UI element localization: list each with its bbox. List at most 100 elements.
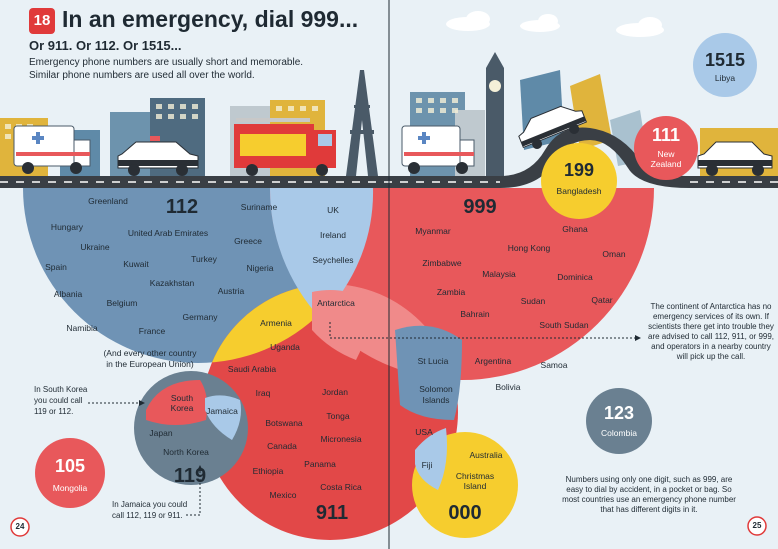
country-label: Micronesia xyxy=(320,434,362,444)
country-label: Mexico xyxy=(269,490,297,500)
overlap-antarctica xyxy=(312,290,368,360)
number-112: 112 xyxy=(165,196,199,218)
country-label: Jordan xyxy=(322,387,348,397)
circle-105 xyxy=(35,438,105,508)
jamaica-note-2: call 112, 119 or 911. xyxy=(112,511,183,520)
country-colombia: Colombia xyxy=(601,428,637,438)
overlap-stlucia xyxy=(395,325,462,420)
country-label: Zimbabwe xyxy=(422,258,462,268)
country-label: Malaysia xyxy=(482,269,516,279)
page-number-right-circle xyxy=(747,516,767,536)
circle-199 xyxy=(541,143,617,219)
country-label: Fiji xyxy=(421,460,433,470)
circle-911-overlap-999 xyxy=(270,284,458,380)
number-1515: 1515 xyxy=(704,50,746,70)
one-digit-note: Numbers using only one digit, such as 99… xyxy=(562,475,736,514)
country-label: Hong Kong xyxy=(507,243,551,253)
country-label: Myanmar xyxy=(415,226,451,236)
country-label: Ireland xyxy=(320,230,346,240)
country-label: Costa Rica xyxy=(320,482,362,492)
number-111: 111 xyxy=(651,125,681,145)
intro-line-2: Similar phone numbers are used all over … xyxy=(29,70,255,81)
country-label: Iraq xyxy=(255,388,271,398)
country-label: Panama xyxy=(304,459,336,469)
country-label: Spain xyxy=(45,262,67,272)
country-label: Korea xyxy=(170,403,194,413)
country-label: Greenland xyxy=(88,196,128,206)
country-label: Namibia xyxy=(66,323,98,333)
country-label: Turkey xyxy=(191,254,217,264)
country-label: USA xyxy=(415,427,433,437)
country-label: Seychelles xyxy=(312,255,354,265)
number-000: 000 xyxy=(448,502,482,524)
circle-1515 xyxy=(693,33,757,97)
road xyxy=(0,127,778,188)
country-label: Germany xyxy=(182,312,218,322)
fire-engine-icon xyxy=(234,118,336,176)
country-label: Ethiopia xyxy=(252,466,284,476)
country-label: Oman xyxy=(602,249,626,259)
country-label: Qatar xyxy=(591,295,613,305)
arrow-jamaica xyxy=(197,465,203,471)
country-label: Jamaica xyxy=(206,406,238,416)
ambulance-icon xyxy=(13,125,91,174)
country-label: Dominica xyxy=(557,272,593,282)
korea-note-3: 119 or 112. xyxy=(34,407,74,416)
big-ben-icon xyxy=(486,52,504,176)
page-badge: 18 xyxy=(29,8,55,34)
country-label: Uganda xyxy=(270,342,300,352)
circle-111 xyxy=(634,116,698,180)
country-new-zealand-2: Zealand xyxy=(650,159,682,169)
country-label: Armenia xyxy=(260,318,292,328)
country-label: Suriname xyxy=(240,202,278,212)
country-libya: Libya xyxy=(714,73,736,83)
country-label: Kuwait xyxy=(123,259,149,269)
overlap-uk-ireland xyxy=(269,188,374,318)
intro-line-1: Emergency phone numbers are usually shor… xyxy=(29,57,304,68)
jamaica-note-1: In Jamaica you could xyxy=(112,500,188,509)
country-label: Island xyxy=(463,481,487,491)
overlap-south-korea xyxy=(146,380,208,425)
page-number-left: 24 xyxy=(15,522,25,531)
country-label: Bolivia xyxy=(495,382,521,392)
country-label: Nigeria xyxy=(246,263,274,273)
page-title: In an emergency, dial 999... xyxy=(62,6,359,32)
antarctica-note: The continent of Antarctica has no emerg… xyxy=(648,302,775,361)
country-mongolia: Mongolia xyxy=(52,483,88,493)
number-199: 199 xyxy=(563,160,595,180)
number-119: 119 xyxy=(173,465,207,487)
police-car-right-icon xyxy=(697,141,773,176)
country-label: South Sudan xyxy=(539,320,589,330)
country-label: Hungary xyxy=(50,222,84,232)
subtitle: Or 911. Or 112. Or 1515... xyxy=(29,38,182,53)
country-label: UK xyxy=(327,205,339,215)
country-label: United Arab Emirates xyxy=(127,228,209,238)
country-label: Ukraine xyxy=(80,242,110,252)
leader-lines xyxy=(88,322,636,516)
country-label: Austria xyxy=(217,286,245,296)
ambulance-icon-right xyxy=(401,125,475,174)
country-label: Christmas xyxy=(455,471,495,481)
country-label: Greece xyxy=(234,236,262,246)
country-label: Argentina xyxy=(474,356,512,366)
country-label: Australia xyxy=(469,450,503,460)
number-105: 105 xyxy=(54,456,86,476)
country-label: Samoa xyxy=(540,360,568,370)
country-label: Kazakhstan xyxy=(149,278,195,288)
page-number-right: 25 xyxy=(752,521,762,530)
korea-note-1: In South Korea xyxy=(34,385,88,394)
country-label: Bahrain xyxy=(460,309,490,319)
country-label: North Korea xyxy=(163,447,209,457)
country-label: Ghana xyxy=(562,224,588,234)
country-label: in the European Union) xyxy=(106,359,194,369)
country-label: Zambia xyxy=(436,287,466,297)
country-label: Solomon xyxy=(419,384,453,394)
eiffel-tower-icon xyxy=(346,70,378,176)
overlap-fiji xyxy=(415,428,447,490)
country-label: (And every other country xyxy=(103,348,197,358)
arrow-antarctica xyxy=(635,335,641,341)
arrow-korea xyxy=(139,400,145,406)
number-123: 123 xyxy=(603,403,635,423)
country-label: Sudan xyxy=(520,296,546,306)
police-car-icon xyxy=(117,136,199,176)
